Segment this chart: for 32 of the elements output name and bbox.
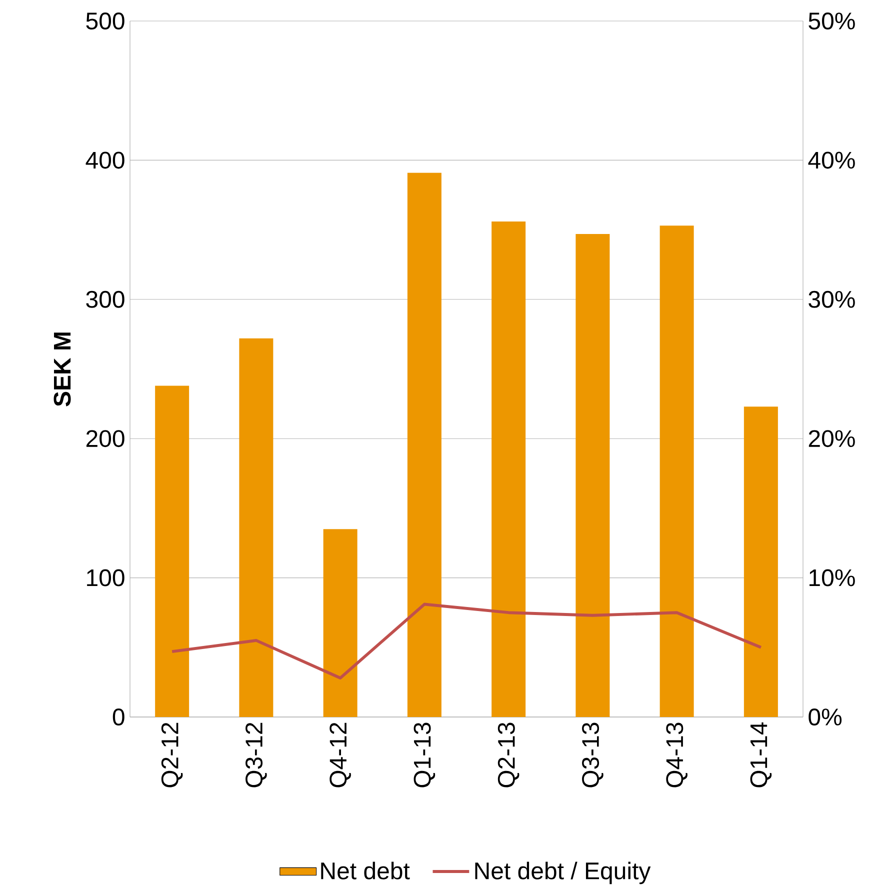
y-tick-label: 100: [87, 570, 124, 587]
y2-tick-label: 0%: [808, 708, 842, 726]
y-tick-label: 500: [86, 12, 124, 30]
x-tick-label: Q3-13: [582, 722, 604, 788]
y2-tick-label: 10%: [810, 570, 855, 587]
x-tick-label: Q2-12: [161, 723, 183, 788]
x-tick-label: Q3-12: [246, 723, 267, 788]
x-tick-label: Q4-12: [330, 723, 351, 788]
bar: [407, 172, 442, 718]
y2-tick-label: 50%: [808, 12, 855, 30]
bar: [323, 529, 358, 718]
y2-tick-label: 40%: [808, 152, 855, 169]
x-tick-label: Q4-13: [666, 722, 688, 788]
x-tick-label: Q2-13: [498, 722, 520, 788]
bar: [492, 222, 526, 718]
y2-tick-label: 30%: [808, 291, 855, 308]
y-tick-label: 300: [86, 291, 124, 308]
y-tick-label: 400: [86, 152, 124, 169]
bar: [239, 338, 274, 718]
y-tick-label: 0: [112, 708, 124, 726]
legend-label: Net debt / Equity: [475, 862, 651, 884]
y-tick-label: 200: [86, 430, 124, 448]
bar: [660, 226, 694, 718]
y2-tick-label: 20%: [808, 430, 855, 448]
y-axis-title: SEK M: [54, 332, 71, 407]
bar: [576, 234, 610, 718]
bar: [155, 386, 190, 718]
line-series: [170, 603, 762, 680]
legend-label: Net debt: [321, 862, 410, 880]
bar: [744, 406, 778, 718]
x-tick-label: Q1-14: [750, 722, 772, 788]
x-tick-label: Q1-13: [414, 722, 436, 788]
